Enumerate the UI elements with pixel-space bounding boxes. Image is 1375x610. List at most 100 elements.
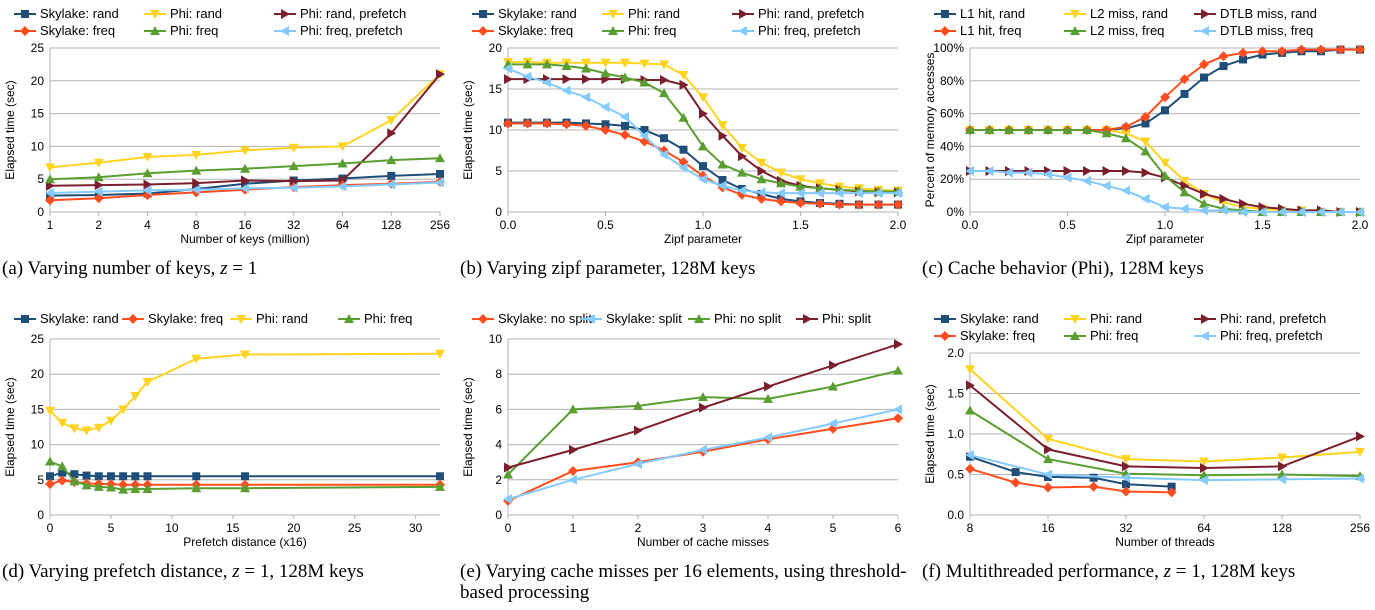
data-point [828, 418, 837, 429]
data-point [118, 405, 129, 415]
legend-label: Skylake: freq [148, 311, 223, 326]
data-point [1277, 453, 1287, 463]
data-point [795, 188, 805, 199]
data-point [191, 165, 202, 175]
series-line [969, 455, 1172, 488]
legend-marker [236, 315, 246, 324]
data-point [46, 180, 55, 191]
legend-label: Phi: freq [364, 311, 412, 326]
data-point [756, 158, 767, 168]
y-tick-label: 8 [495, 367, 502, 381]
data-point [1335, 207, 1345, 217]
data-point [717, 180, 727, 191]
data-point [600, 102, 610, 113]
data-point [600, 68, 611, 78]
x-tick-label: 25 [348, 521, 362, 535]
data-point [568, 404, 578, 414]
y-tick-label: 10 [31, 139, 45, 153]
series-2 [966, 380, 1365, 474]
data-point [58, 468, 67, 477]
data-point [581, 92, 590, 103]
series-line [507, 417, 899, 502]
caption-a-suffix: = 1 [227, 258, 258, 279]
data-point [966, 380, 975, 391]
data-point [620, 111, 629, 122]
legend-marker [280, 26, 289, 36]
chart-panel-a: 0 5 10 15 20 25 1 2 4 8 16 32 64 128 256 Number of keys… [0, 0, 452, 305]
caption-e-prefix: (e) Varying cache misses per 16 elements… [460, 561, 907, 603]
data-point [70, 470, 79, 479]
legend-label: Phi: rand [1090, 311, 1142, 326]
data-point [581, 58, 591, 68]
data-point [191, 483, 202, 493]
data-point [1199, 475, 1208, 486]
x-tick-label: 2 [635, 521, 642, 535]
data-point [1199, 198, 1209, 208]
data-point [737, 185, 746, 196]
data-point [386, 179, 396, 190]
legend-label: Phi: rand, prefetch [300, 6, 406, 21]
x-axis-label: Number of keys (million) [180, 232, 309, 246]
data-point [1257, 207, 1267, 217]
legend-label: L2 miss, rand [1090, 6, 1168, 21]
data-point [1356, 431, 1365, 442]
data-point [763, 393, 773, 403]
series-line [969, 409, 1361, 478]
series-line [969, 467, 1172, 494]
data-point [1355, 473, 1364, 484]
caption-d: (d) Varying prefetch distance, z = 1, 12… [2, 561, 452, 582]
data-point [737, 144, 747, 154]
legend-marker [1070, 331, 1080, 340]
data-point [503, 63, 512, 74]
data-point [1122, 480, 1130, 489]
y-tick-label: 4 [495, 438, 502, 452]
data-point [965, 166, 974, 176]
data-point [1335, 44, 1346, 55]
legend-marker [586, 314, 595, 324]
x-tick-label: 3 [700, 521, 707, 535]
y-tick-label: 15 [489, 82, 503, 96]
data-point [1082, 125, 1092, 134]
data-point [106, 472, 115, 481]
data-point [582, 74, 591, 85]
x-tick-label: 1.0 [695, 218, 712, 232]
legend-label: Skylake: rand [40, 6, 119, 21]
legend-label: L2 miss, freq [1090, 23, 1164, 38]
data-point [1179, 203, 1189, 214]
chart-b-svg: 0 5 10 15 20 0.0 0.5 1.0 1.5 2.0 Zipf parameter Ela… [461, 6, 907, 246]
y-tick-label: 0 [495, 205, 502, 219]
series-1 [965, 365, 1365, 467]
data-point [965, 463, 975, 474]
series-3 [504, 339, 903, 473]
series-0 [966, 452, 1176, 491]
caption-e: (e) Varying cache misses per 16 elements… [460, 561, 910, 603]
data-point [387, 171, 396, 180]
data-point [717, 121, 728, 131]
y-tick-label: 15 [31, 402, 45, 416]
data-point [1140, 137, 1151, 147]
data-point [1088, 481, 1099, 492]
data-point [45, 187, 54, 198]
data-point [45, 174, 55, 184]
data-point [386, 116, 397, 126]
data-point [143, 179, 153, 190]
series-1 [45, 70, 445, 173]
data-point [795, 175, 806, 185]
legend-marker [150, 26, 160, 35]
legend-marker [694, 314, 704, 323]
x-tick-label: 1.0 [1157, 218, 1174, 232]
y-tick-label: 0 [37, 508, 44, 522]
data-point [1043, 169, 1052, 180]
legend-label: Phi: freq, prefetch [300, 23, 403, 38]
legend-marker [1201, 314, 1210, 324]
x-tick-label: 10 [165, 521, 179, 535]
data-point [737, 167, 747, 177]
data-point [337, 142, 348, 152]
legend-label: Phi: freq [1090, 328, 1138, 343]
x-tick-label: 8 [193, 218, 200, 232]
y-tick-label: 40% [940, 139, 964, 153]
data-point [81, 426, 92, 436]
chart-panel-d: 0 5 10 15 20 25 0 5 10 15 20 25 30 Prefetch distance … [0, 305, 452, 610]
data-point [1122, 166, 1131, 176]
data-point [1355, 44, 1365, 55]
